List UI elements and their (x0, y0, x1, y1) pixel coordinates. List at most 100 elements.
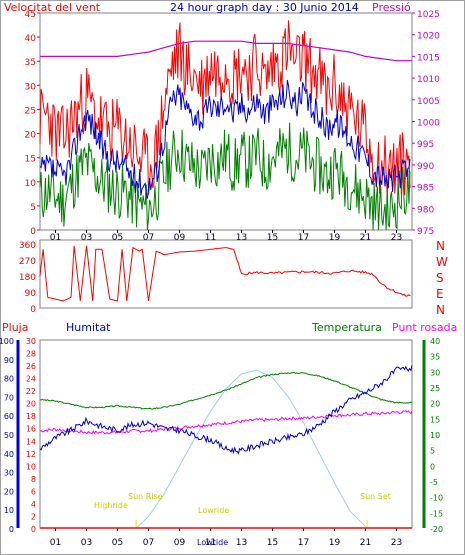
temperature-tick-label: 5 (430, 447, 435, 456)
compass-tick-label: S (436, 271, 444, 285)
temperature-tick-label: 20 (430, 400, 440, 409)
annotation-sun-rise: Sun Rise (128, 492, 163, 501)
pressure-tick-label: 1000 (417, 119, 440, 129)
temperature-tick-label: -20 (430, 525, 443, 534)
humidity-tick-label: 0 (9, 525, 14, 534)
humidity-label: Humitat (66, 321, 111, 334)
humidity-series (39, 365, 413, 455)
temperature-label: Temperatura (311, 321, 382, 334)
humidity-tick-label: 80 (4, 375, 14, 384)
wind-left-tick-label: 20 (25, 131, 37, 141)
rain-tick-label: 0 (31, 525, 36, 534)
pressure-tick-label: 975 (417, 227, 434, 237)
wind-x-tick-label: 11 (205, 233, 216, 243)
humidity-tick-label: 30 (4, 469, 14, 478)
humidity-tick-label: 60 (4, 412, 14, 421)
wind-direction-series (39, 245, 411, 302)
pressure-tick-label: 990 (417, 162, 434, 172)
pressure-tick-label: 1020 (417, 32, 440, 42)
chart-title: 24 hour graph day : 30 Junio 2014 (170, 1, 359, 14)
wind-low-series (39, 122, 411, 231)
wind-x-tick-label: 13 (236, 233, 247, 243)
wind-x-tick-label: 23 (391, 233, 402, 243)
temperature-line (39, 371, 413, 410)
wind-x-tick-label: 07 (143, 233, 154, 243)
temperature-tick-label: 10 (430, 431, 440, 440)
rain-tick-label: 30 (26, 337, 36, 346)
direction-tick-label: 0 (30, 305, 36, 315)
temperature-tick-label: -15 (430, 509, 443, 518)
wind-low-line (39, 122, 411, 231)
wind-left-tick-label: 15 (25, 155, 36, 165)
compass-tick-label: W (436, 255, 448, 269)
temperature-tick-label: 0 (430, 462, 435, 471)
wind-x-tick-label: 01 (50, 233, 61, 243)
direction-tick-label: 360 (19, 241, 36, 251)
climate-x-tick-label: 23 (391, 538, 402, 548)
dewpoint-label: Punt rosada (392, 321, 457, 334)
temperature-series (39, 371, 413, 410)
climate-x-tick-label: 09 (174, 538, 186, 548)
climate-panel-frame (39, 339, 413, 529)
humidity-tick-label: 20 (4, 487, 14, 496)
rain-tick-label: 28 (26, 350, 36, 359)
wind-left-tick-label: 40 (25, 34, 37, 44)
wind-x-tick-label: 05 (112, 233, 123, 243)
rain-tick-label: 12 (26, 450, 36, 459)
wind-speed-label: Velocitat del vent (4, 1, 101, 14)
humidity-tick-label: 40 (4, 450, 14, 459)
climate-x-tick-label: 03 (81, 538, 92, 548)
humidity-tick-label: 70 (4, 393, 14, 402)
direction-tick-label: 270 (19, 257, 36, 267)
wind-gust-line (39, 20, 411, 196)
annotation-highride: Highride (94, 501, 128, 510)
rain-label: Pluja (2, 321, 28, 334)
annotation-lowtide: Lowtide (197, 538, 228, 547)
dewpoint-line (39, 410, 413, 435)
rain-tick-label: 16 (26, 425, 36, 434)
wind-x-tick-label: 09 (174, 233, 186, 243)
rain-tick-label: 4 (31, 500, 36, 509)
annotation-lowride: Lowride (198, 506, 229, 515)
pressure-tick-label: 1015 (417, 53, 440, 63)
climate-x-tick-label: 15 (267, 538, 278, 548)
compass-tick-label: E (436, 287, 444, 301)
humidity-tick-label: 90 (4, 356, 14, 365)
climate-x-tick-label: 17 (298, 538, 309, 548)
wind-average-series (39, 79, 411, 199)
temperature-tick-label: 15 (430, 415, 440, 424)
rain-tick-label: 22 (26, 387, 36, 396)
pressure-tick-label: 1005 (417, 97, 440, 107)
wind-left-tick-label: 10 (25, 179, 37, 189)
direction-tick-label: 180 (19, 273, 36, 283)
wind-left-tick-label: 0 (30, 227, 36, 237)
wind-x-tick-label: 21 (360, 233, 371, 243)
wind-left-tick-label: 25 (25, 106, 36, 116)
pressure-tick-label: 1025 (417, 10, 440, 20)
wind-x-tick-label: 15 (267, 233, 278, 243)
direction-tick-label: 90 (25, 289, 37, 299)
temperature-tick-label: 35 (430, 353, 440, 362)
solar-curve (135, 369, 366, 529)
rain-tick-label: 6 (31, 487, 36, 496)
wind-x-tick-label: 19 (329, 233, 341, 243)
pressure-tick-label: 980 (417, 205, 434, 215)
rain-tick-label: 10 (26, 462, 36, 471)
pressure-tick-label: 995 (417, 140, 434, 150)
wind-average-line (39, 79, 411, 199)
rain-tick-label: 18 (26, 412, 36, 421)
temperature-tick-label: 30 (430, 368, 440, 377)
climate-x-tick-label: 19 (329, 538, 341, 548)
pressure-label: Pressió (372, 1, 411, 14)
temperature-tick-label: 40 (430, 337, 440, 346)
wind-left-tick-label: 45 (25, 10, 36, 20)
climate-x-tick-label: 13 (236, 538, 247, 548)
wind-gust-series (39, 20, 411, 196)
compass-tick-label: N (436, 303, 445, 317)
pressure-line (40, 40, 412, 62)
wind-left-tick-label: 5 (30, 203, 36, 213)
pressure-tick-label: 1010 (417, 75, 440, 85)
climate-x-tick-label: 05 (112, 538, 123, 548)
